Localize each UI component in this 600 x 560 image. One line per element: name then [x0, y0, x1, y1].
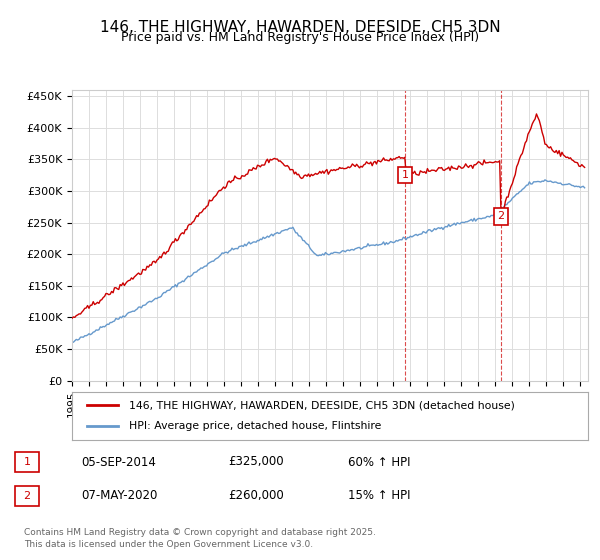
Text: Price paid vs. HM Land Registry's House Price Index (HPI): Price paid vs. HM Land Registry's House … [121, 31, 479, 44]
Text: 60% ↑ HPI: 60% ↑ HPI [348, 455, 410, 469]
Text: 1: 1 [401, 170, 409, 180]
FancyBboxPatch shape [15, 486, 39, 506]
Text: Contains HM Land Registry data © Crown copyright and database right 2025.
This d: Contains HM Land Registry data © Crown c… [24, 528, 376, 549]
Text: 2: 2 [23, 491, 31, 501]
Text: 15% ↑ HPI: 15% ↑ HPI [348, 489, 410, 502]
Text: 05-SEP-2014: 05-SEP-2014 [81, 455, 156, 469]
Text: 1: 1 [23, 457, 31, 467]
Text: 07-MAY-2020: 07-MAY-2020 [81, 489, 157, 502]
Text: 146, THE HIGHWAY, HAWARDEN, DEESIDE, CH5 3DN: 146, THE HIGHWAY, HAWARDEN, DEESIDE, CH5… [100, 20, 500, 35]
Text: £325,000: £325,000 [228, 455, 284, 469]
FancyBboxPatch shape [15, 452, 39, 472]
Text: £260,000: £260,000 [228, 489, 284, 502]
Text: 146, THE HIGHWAY, HAWARDEN, DEESIDE, CH5 3DN (detached house): 146, THE HIGHWAY, HAWARDEN, DEESIDE, CH5… [129, 400, 515, 410]
Text: HPI: Average price, detached house, Flintshire: HPI: Average price, detached house, Flin… [129, 421, 381, 431]
Text: 2: 2 [497, 211, 505, 221]
